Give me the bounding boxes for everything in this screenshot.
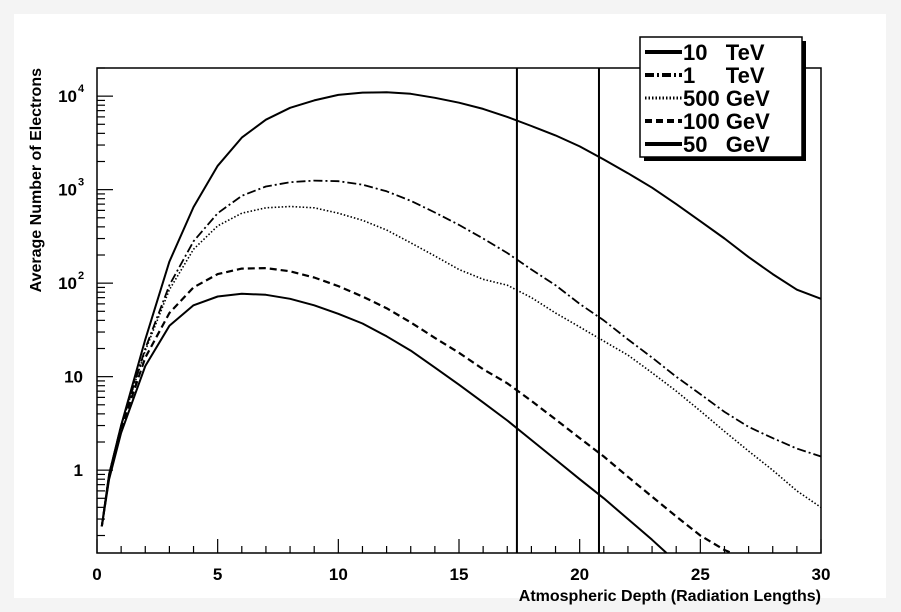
vertical-markers [515,68,600,553]
y-tick-label: 1 [74,461,83,480]
series-line-2 [101,205,821,527]
x-tick-label: 0 [92,565,101,584]
x-tick-label: 20 [570,565,589,584]
legend-label-4: 50 GeV [683,132,770,157]
legend-label-1: 1 TeV [683,63,765,88]
legend-label-0: 10 TeV [683,40,765,65]
series-line-4 [100,292,668,553]
y-tick-label: 10 [58,181,77,200]
series-line-3 [100,267,733,553]
x-tick-label: 30 [812,565,831,584]
y-tick-label: 10 [64,368,83,387]
x-tick-label: 25 [691,565,710,584]
y-tick-label: 10 [58,274,77,293]
x-tick-label: 15 [450,565,469,584]
x-axis: 0 5 10 15 20 25 30 [92,539,830,584]
series-layer [100,91,821,553]
series-line-0 [100,91,821,527]
y-axis-label: Average Number of Electrons [28,68,45,292]
x-axis-label: Atmospheric Depth (Radiation Lengths) [519,588,821,605]
y-tick-label: 10 [58,87,77,106]
legend-label-2: 500 GeV [683,86,770,111]
x-tick-label: 10 [329,565,348,584]
y-tick-exponent: 3 [78,177,84,189]
y-tick-exponent: 4 [78,83,85,95]
legend-label-3: 100 GeV [683,109,770,134]
x-tick-label: 5 [213,565,222,584]
series-line-1 [100,179,821,527]
y-tick-exponent: 2 [78,270,84,282]
